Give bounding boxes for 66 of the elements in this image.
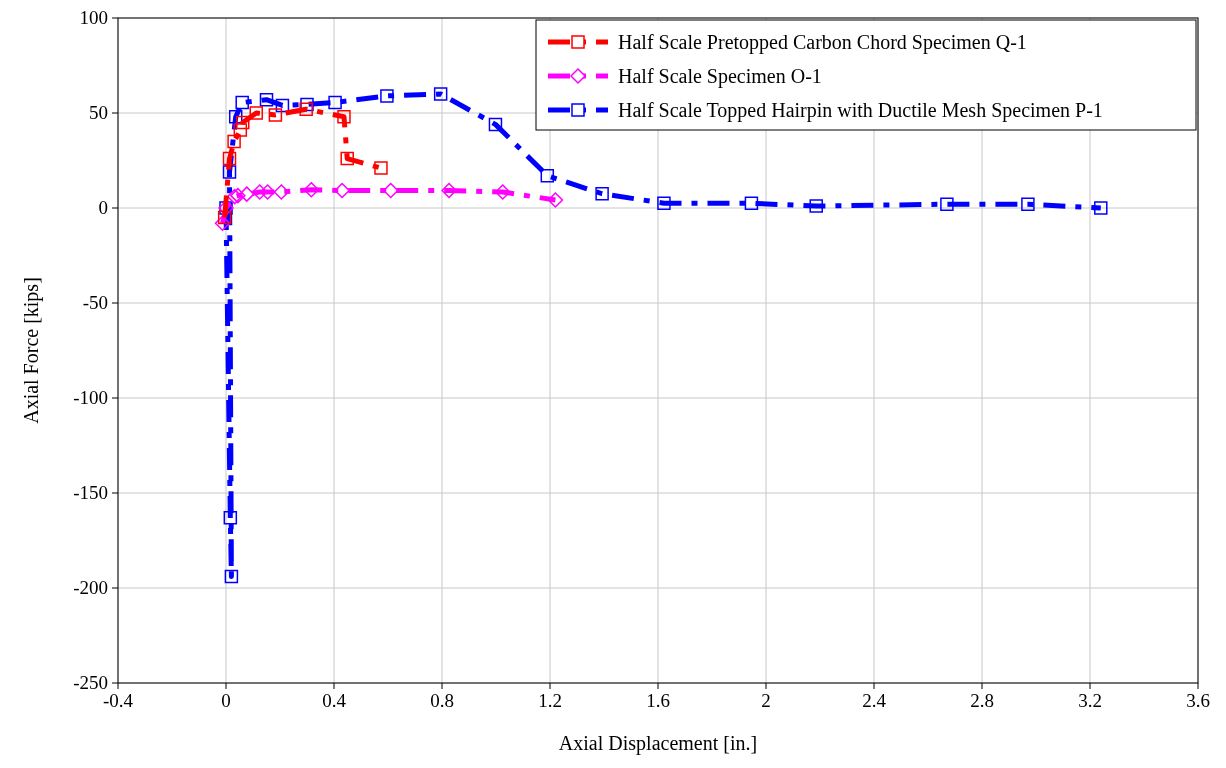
point [441,182,457,199]
point [540,168,555,183]
point [230,187,246,204]
point [222,151,237,166]
point [224,569,239,584]
y-tick-label: 0 [98,197,108,218]
point [337,110,351,124]
point [214,215,231,231]
x-tick-label: 1.6 [646,690,670,711]
point [547,192,564,208]
point [809,199,823,213]
point [433,87,448,101]
x-tick-label: 0.4 [322,690,347,711]
point [217,210,232,225]
point [273,184,290,200]
point [1094,201,1108,215]
x-tick-label: 3.2 [1078,690,1102,711]
point [259,92,274,107]
point [239,186,255,202]
point [340,151,354,166]
point [223,510,238,525]
legend-label: Half Scale Specimen O-1 [618,65,822,88]
x-tick-label: 2.8 [970,690,994,711]
x-tick-label: 0.8 [430,690,454,711]
point [380,89,394,103]
y-tick-label: -250 [73,672,108,693]
point [268,108,283,122]
point [334,182,350,199]
point [228,110,243,124]
y-axis-title: Axial Force [kips] [20,277,43,424]
point [303,182,320,198]
legend-label: Half Scale Topped Hairpin with Ductile Mesh Specimen P-1 [618,99,1103,122]
point [744,196,759,210]
point [259,184,276,200]
y-tick-label: -200 [73,577,108,598]
y-tick-label: 100 [79,7,108,28]
point [328,95,342,110]
point [1021,197,1035,211]
point [940,197,954,211]
x-tick-label: 2 [761,690,771,711]
y-tick-label: -150 [73,482,108,503]
point [227,134,241,149]
point [235,115,250,130]
point [595,187,609,201]
point [374,161,388,175]
y-tick-label: -100 [73,387,108,408]
y-tick-label: -50 [82,292,108,313]
x-tick-label: 0 [221,690,231,711]
point [275,98,290,113]
x-tick-label: 2.4 [862,690,887,711]
point [222,165,237,179]
point [233,123,248,137]
point [226,188,243,205]
point [488,117,503,132]
point [252,184,268,200]
point [249,106,263,120]
x-axis-title: Axial Displacement [in.] [558,732,758,755]
point [235,95,249,110]
point [299,102,313,116]
point [657,196,671,210]
point [495,184,511,200]
y-tick-label: 50 [89,102,108,123]
x-tick-label: 3.6 [1186,690,1210,711]
x-tick-label: 1.2 [538,690,562,711]
legend-label: Half Scale Pretopped Carbon Chord Specimen Q-1 [618,31,1027,54]
x-tick-label: -0.4 [102,690,134,711]
